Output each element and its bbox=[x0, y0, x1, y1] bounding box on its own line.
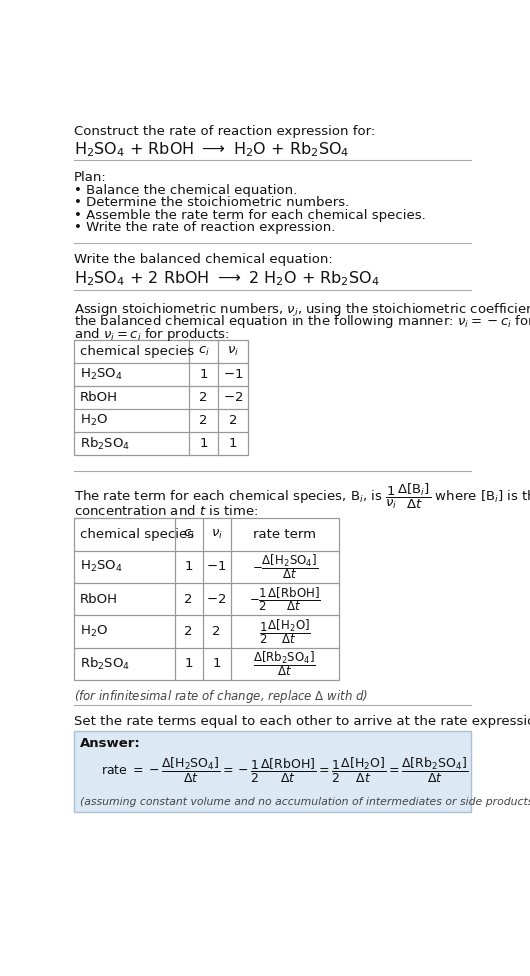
Text: 1: 1 bbox=[184, 657, 193, 671]
FancyBboxPatch shape bbox=[74, 518, 339, 680]
Text: rate $= -\dfrac{\Delta[\mathrm{H_2SO_4}]}{\Delta t} = -\dfrac{1}{2}\dfrac{\Delta: rate $= -\dfrac{\Delta[\mathrm{H_2SO_4}]… bbox=[101, 756, 469, 786]
Text: $-2$: $-2$ bbox=[223, 391, 243, 404]
Text: Rb$_2$SO$_4$: Rb$_2$SO$_4$ bbox=[80, 435, 130, 452]
Text: H$_2$O: H$_2$O bbox=[80, 624, 108, 639]
Text: RbOH: RbOH bbox=[80, 592, 118, 606]
Text: 1: 1 bbox=[199, 368, 208, 381]
Text: H$_2$SO$_4$ + 2 RbOH $\longrightarrow$ 2 H$_2$O + Rb$_2$SO$_4$: H$_2$SO$_4$ + 2 RbOH $\longrightarrow$ 2… bbox=[74, 268, 380, 288]
Text: concentration and $t$ is time:: concentration and $t$ is time: bbox=[74, 505, 258, 518]
Text: H$_2$SO$_4$ + RbOH $\longrightarrow$ H$_2$O + Rb$_2$SO$_4$: H$_2$SO$_4$ + RbOH $\longrightarrow$ H$_… bbox=[74, 141, 349, 159]
Text: H$_2$O: H$_2$O bbox=[80, 413, 108, 428]
Text: $-\dfrac{\Delta[\mathrm{H_2SO_4}]}{\Delta t}$: $-\dfrac{\Delta[\mathrm{H_2SO_4}]}{\Delt… bbox=[252, 552, 318, 581]
Text: Answer:: Answer: bbox=[80, 737, 141, 750]
Text: $-1$: $-1$ bbox=[206, 560, 227, 573]
Text: chemical species: chemical species bbox=[80, 528, 195, 541]
Text: Construct the rate of reaction expression for:: Construct the rate of reaction expressio… bbox=[74, 125, 375, 138]
Text: RbOH: RbOH bbox=[80, 391, 118, 404]
Text: H$_2$SO$_4$: H$_2$SO$_4$ bbox=[80, 367, 123, 382]
Text: 1: 1 bbox=[213, 657, 221, 671]
FancyBboxPatch shape bbox=[74, 731, 471, 812]
Text: $-1$: $-1$ bbox=[223, 368, 243, 381]
Text: 1: 1 bbox=[184, 560, 193, 573]
Text: $c_i$: $c_i$ bbox=[183, 528, 195, 541]
Text: the balanced chemical equation in the following manner: $\nu_i = -c_i$ for react: the balanced chemical equation in the fo… bbox=[74, 313, 530, 331]
Text: Plan:: Plan: bbox=[74, 171, 107, 184]
Text: (for infinitesimal rate of change, replace $\Delta$ with $d$): (for infinitesimal rate of change, repla… bbox=[74, 688, 368, 705]
Text: $\nu_i$: $\nu_i$ bbox=[227, 345, 239, 358]
Text: The rate term for each chemical species, B$_i$, is $\dfrac{1}{\nu_i}\dfrac{\Delt: The rate term for each chemical species,… bbox=[74, 481, 530, 510]
Text: $\dfrac{\Delta[\mathrm{Rb_2SO_4}]}{\Delta t}$: $\dfrac{\Delta[\mathrm{Rb_2SO_4}]}{\Delt… bbox=[253, 649, 316, 678]
Text: Assign stoichiometric numbers, $\nu_i$, using the stoichiometric coefficients, $: Assign stoichiometric numbers, $\nu_i$, … bbox=[74, 302, 530, 318]
Text: 2: 2 bbox=[199, 391, 208, 404]
FancyBboxPatch shape bbox=[74, 340, 248, 455]
Text: Set the rate terms equal to each other to arrive at the rate expression:: Set the rate terms equal to each other t… bbox=[74, 715, 530, 728]
Text: $c_i$: $c_i$ bbox=[198, 345, 209, 358]
Text: • Write the rate of reaction expression.: • Write the rate of reaction expression. bbox=[74, 222, 335, 234]
Text: 2: 2 bbox=[213, 625, 221, 638]
Text: 1: 1 bbox=[199, 437, 208, 450]
Text: rate term: rate term bbox=[253, 528, 316, 541]
Text: $-\dfrac{1}{2}\dfrac{\Delta[\mathrm{RbOH}]}{\Delta t}$: $-\dfrac{1}{2}\dfrac{\Delta[\mathrm{RbOH… bbox=[249, 586, 321, 613]
Text: 2: 2 bbox=[184, 592, 193, 606]
Text: Write the balanced chemical equation:: Write the balanced chemical equation: bbox=[74, 254, 333, 266]
Text: $\nu_i$: $\nu_i$ bbox=[210, 528, 223, 541]
Text: and $\nu_i = c_i$ for products:: and $\nu_i = c_i$ for products: bbox=[74, 326, 229, 343]
Text: 2: 2 bbox=[184, 625, 193, 638]
Text: • Determine the stoichiometric numbers.: • Determine the stoichiometric numbers. bbox=[74, 196, 349, 210]
Text: $\dfrac{1}{2}\dfrac{\Delta[\mathrm{H_2O}]}{\Delta t}$: $\dfrac{1}{2}\dfrac{\Delta[\mathrm{H_2O}… bbox=[259, 617, 311, 646]
Text: • Balance the chemical equation.: • Balance the chemical equation. bbox=[74, 184, 297, 197]
Text: Rb$_2$SO$_4$: Rb$_2$SO$_4$ bbox=[80, 656, 130, 671]
Text: 2: 2 bbox=[199, 414, 208, 427]
Text: (assuming constant volume and no accumulation of intermediates or side products): (assuming constant volume and no accumul… bbox=[80, 796, 530, 806]
Text: 2: 2 bbox=[228, 414, 237, 427]
Text: 1: 1 bbox=[228, 437, 237, 450]
Text: H$_2$SO$_4$: H$_2$SO$_4$ bbox=[80, 559, 123, 574]
Text: • Assemble the rate term for each chemical species.: • Assemble the rate term for each chemic… bbox=[74, 209, 426, 222]
Text: $-2$: $-2$ bbox=[207, 592, 227, 606]
Text: chemical species: chemical species bbox=[80, 345, 195, 357]
